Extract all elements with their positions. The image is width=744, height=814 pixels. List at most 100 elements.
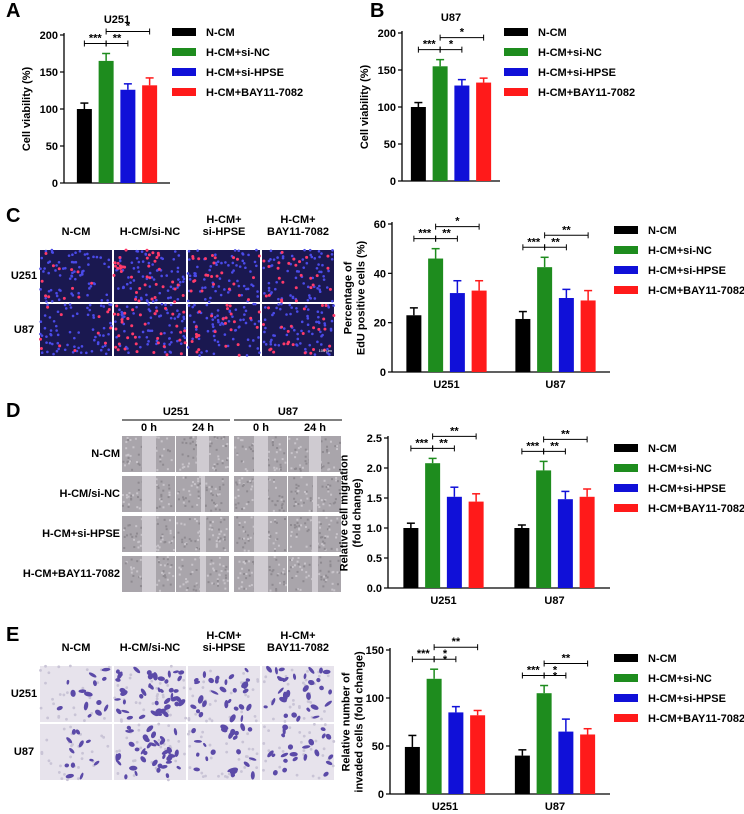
- nucleus-dot: [323, 322, 326, 325]
- cell-texture: [220, 437, 223, 440]
- cell-texture: [215, 570, 218, 573]
- y-axis-title-line: Relative number of: [341, 672, 353, 771]
- nucleus-dot: [63, 303, 67, 307]
- cell-texture: [289, 566, 292, 569]
- edu-dot: [249, 316, 253, 320]
- cell-texture: [138, 576, 141, 579]
- cell-texture: [160, 498, 163, 501]
- y-tick-label: 20: [374, 318, 386, 330]
- cell-texture: [162, 575, 165, 578]
- nucleus-dot: [188, 258, 191, 261]
- cell-texture: [332, 502, 335, 505]
- invaded-cell: [274, 666, 278, 675]
- cell-texture: [244, 448, 247, 451]
- legend-label-1: H-CM+si-NC: [648, 673, 712, 685]
- pore-dot: [264, 759, 268, 763]
- nucleus-dot: [164, 303, 167, 307]
- cell-texture: [275, 558, 278, 561]
- cell-texture: [133, 546, 136, 549]
- legend-label-2: H-CM+si-HPSE: [648, 265, 726, 277]
- cell-texture: [155, 478, 158, 481]
- nucleus-dot: [300, 329, 303, 333]
- bar-u87-2: [558, 731, 574, 794]
- nucleus-dot: [295, 307, 298, 310]
- nucleus-dot: [166, 289, 170, 292]
- nucleus-dot: [77, 331, 80, 334]
- edu-dot: [113, 261, 117, 265]
- cell-texture: [243, 573, 246, 576]
- cell-texture: [215, 540, 218, 543]
- invaded-cell: [196, 752, 200, 757]
- cell-texture: [138, 507, 141, 510]
- panel-letter-a: A: [6, 0, 21, 22]
- cell-texture: [336, 583, 339, 586]
- invaded-cell: [114, 698, 121, 701]
- pore-dot: [157, 722, 161, 726]
- nucleus-dot: [211, 325, 215, 329]
- cell-texture: [127, 495, 130, 498]
- cell-texture: [274, 549, 277, 552]
- cell-texture: [322, 585, 325, 588]
- invaded-cell: [155, 708, 162, 715]
- legend-label-1: H-CM+si-NC: [206, 47, 270, 59]
- cell-texture: [192, 456, 195, 459]
- nucleus-dot: [186, 299, 190, 303]
- nucleus-dot: [249, 270, 252, 273]
- cell-texture: [129, 454, 132, 457]
- x-tick-label: U251: [433, 379, 459, 391]
- cell-texture: [321, 543, 324, 546]
- pore-dot: [125, 736, 129, 740]
- x-tick-label: U251: [430, 595, 456, 607]
- cell-texture: [131, 468, 134, 471]
- cell-texture: [336, 521, 339, 524]
- cell-texture: [328, 528, 331, 531]
- pore-dot: [229, 691, 233, 695]
- nucleus-dot: [183, 336, 187, 340]
- y-tick-label: 100: [378, 102, 396, 114]
- invaded-cell: [303, 753, 308, 761]
- invaded-cell: [134, 770, 138, 777]
- nucleus-dot: [295, 310, 299, 313]
- col-header: H-CM/si-NC: [119, 226, 181, 238]
- nucleus-dot: [318, 290, 322, 294]
- nucleus-dot: [313, 353, 317, 356]
- cell-texture: [288, 570, 291, 573]
- cell-texture: [329, 565, 332, 568]
- nucleus-dot: [280, 302, 283, 306]
- nucleus-dot: [170, 270, 174, 273]
- cell-texture: [188, 538, 191, 541]
- cell-texture: [327, 462, 330, 465]
- nucleus-dot: [322, 278, 326, 281]
- nucleus-dot: [92, 255, 95, 259]
- invaded-cell: [291, 712, 297, 718]
- nucleus-dot: [281, 256, 285, 260]
- bar-u251-0: [406, 315, 422, 372]
- edu-dot: [317, 327, 321, 331]
- nucleus-dot: [73, 345, 76, 348]
- cell-texture: [335, 479, 338, 482]
- y-tick-label: 2.5: [367, 433, 382, 445]
- cell-texture: [252, 457, 255, 460]
- cell-texture: [300, 504, 303, 507]
- nucleus-dot: [161, 257, 165, 261]
- nucleus-dot: [213, 316, 217, 319]
- sig-label: ***: [417, 648, 431, 660]
- nucleus-dot: [134, 295, 138, 299]
- cell-texture: [160, 536, 163, 539]
- nucleus-dot: [109, 303, 113, 307]
- cell-texture: [235, 506, 238, 509]
- invaded-cell: [324, 700, 332, 707]
- pore-dot: [251, 747, 255, 751]
- pore-dot: [177, 739, 181, 743]
- invaded-cell: [227, 698, 232, 704]
- nucleus-dot: [181, 275, 185, 279]
- cell-texture: [297, 447, 300, 450]
- cell-texture: [329, 440, 332, 443]
- sig-label: ***: [527, 665, 541, 677]
- cell-texture: [250, 488, 253, 491]
- cell-texture: [300, 476, 303, 479]
- edu-dot: [171, 280, 175, 284]
- legend-label-0: N-CM: [648, 443, 677, 455]
- pore-dot: [309, 701, 313, 704]
- cell-texture: [297, 484, 300, 487]
